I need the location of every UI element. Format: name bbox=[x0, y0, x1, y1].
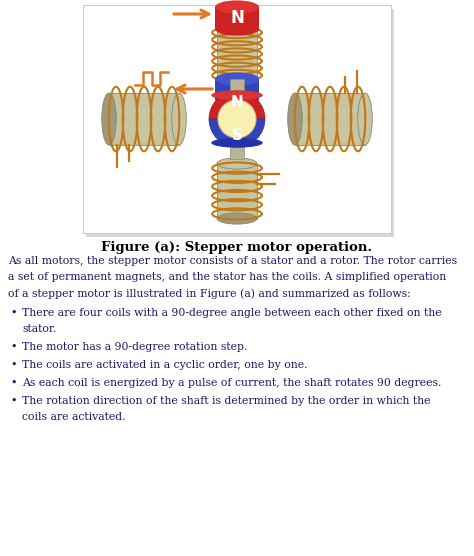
Text: As all motors, the stepper motor consists of a stator and a rotor. The rotor car: As all motors, the stepper motor consist… bbox=[8, 256, 457, 266]
Ellipse shape bbox=[172, 93, 186, 145]
Ellipse shape bbox=[102, 93, 116, 145]
Bar bbox=[230, 79, 244, 159]
Ellipse shape bbox=[217, 73, 257, 85]
Bar bbox=[215, 7, 259, 29]
Text: Figure (a): Stepper motor operation.: Figure (a): Stepper motor operation. bbox=[101, 241, 373, 254]
Ellipse shape bbox=[215, 92, 259, 106]
Text: The rotation direction of the shaft is determined by the order in which the: The rotation direction of the shaft is d… bbox=[22, 396, 430, 406]
Ellipse shape bbox=[215, 1, 259, 13]
Ellipse shape bbox=[215, 72, 259, 86]
Text: of a stepper motor is illustrated in Figure (a) and summarized as follows:: of a stepper motor is illustrated in Fig… bbox=[8, 288, 411, 299]
Ellipse shape bbox=[217, 158, 257, 169]
Circle shape bbox=[218, 100, 256, 138]
Text: •: • bbox=[10, 308, 17, 318]
Text: There are four coils with a 90-degree angle between each other fixed on the: There are four coils with a 90-degree an… bbox=[22, 308, 442, 318]
Text: The motor has a 90-degree rotation step.: The motor has a 90-degree rotation step. bbox=[22, 342, 247, 352]
Ellipse shape bbox=[358, 93, 372, 145]
Bar bbox=[109, 93, 179, 145]
Text: •: • bbox=[10, 396, 17, 406]
Text: stator.: stator. bbox=[22, 324, 56, 334]
Bar bbox=[217, 29, 257, 79]
Bar bbox=[217, 163, 257, 219]
Text: a set of permanent magnets, and the stator has the coils. A simplified operation: a set of permanent magnets, and the stat… bbox=[8, 272, 446, 282]
Text: coils are activated.: coils are activated. bbox=[22, 412, 126, 422]
FancyBboxPatch shape bbox=[86, 9, 394, 237]
Ellipse shape bbox=[211, 90, 263, 100]
Text: •: • bbox=[10, 360, 17, 370]
Text: As each coil is energized by a pulse of current, the shaft rotates 90 degrees.: As each coil is energized by a pulse of … bbox=[22, 378, 441, 388]
Wedge shape bbox=[209, 91, 265, 119]
FancyBboxPatch shape bbox=[83, 5, 391, 233]
Text: N: N bbox=[231, 95, 243, 110]
Ellipse shape bbox=[217, 213, 257, 224]
Text: S: S bbox=[231, 80, 243, 98]
Wedge shape bbox=[209, 119, 265, 147]
Text: •: • bbox=[10, 342, 17, 352]
Ellipse shape bbox=[215, 22, 259, 36]
Ellipse shape bbox=[288, 93, 302, 145]
Text: S: S bbox=[231, 128, 243, 143]
Bar bbox=[295, 93, 365, 145]
Bar bbox=[215, 79, 259, 99]
Text: The coils are activated in a cyclic order, one by one.: The coils are activated in a cyclic orde… bbox=[22, 360, 308, 370]
Text: •: • bbox=[10, 378, 17, 388]
Text: N: N bbox=[230, 9, 244, 27]
Ellipse shape bbox=[217, 23, 257, 34]
Ellipse shape bbox=[211, 138, 263, 148]
